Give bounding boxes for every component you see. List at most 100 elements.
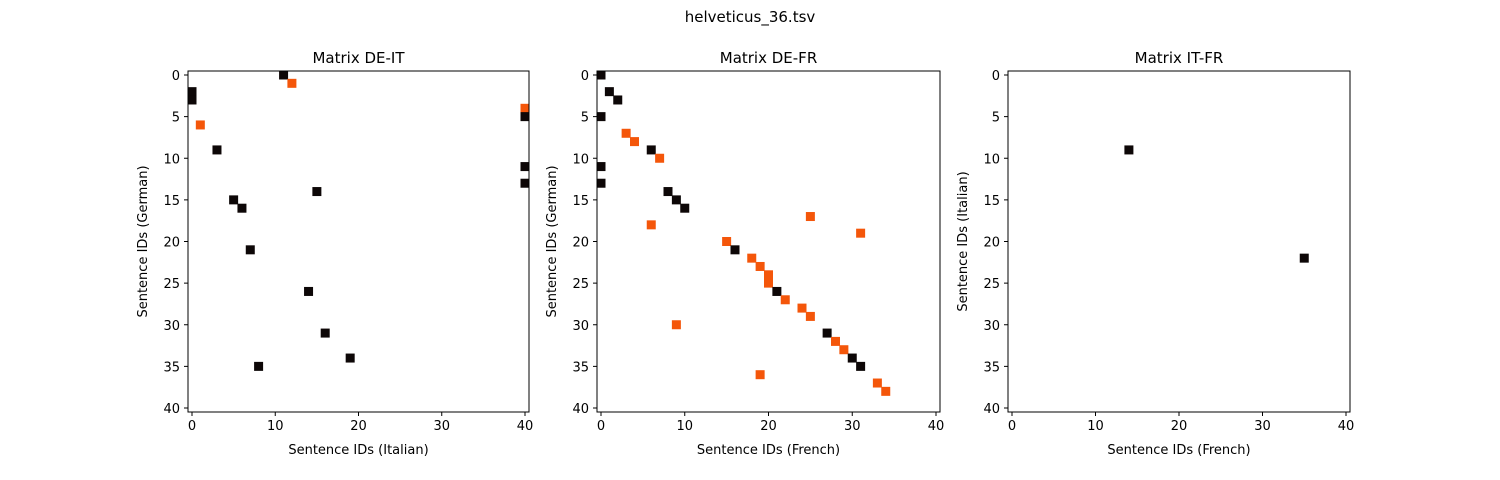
x-tick-label: 40 <box>517 419 534 434</box>
y-tick-label: 15 <box>983 194 1000 209</box>
plot-frame <box>596 70 941 413</box>
x-tick-label: 0 <box>1008 419 1016 434</box>
y-tick-label: 25 <box>983 277 1000 292</box>
x-tick-label: 20 <box>350 419 367 434</box>
data-point-orange <box>287 78 297 88</box>
data-point-black <box>596 70 606 80</box>
y-tick-label: 40 <box>163 402 180 417</box>
x-tick-label: 30 <box>1254 419 1271 434</box>
panel-title: Matrix DE-FR <box>720 49 818 67</box>
data-point-black <box>229 195 239 205</box>
y-tick-label: 35 <box>163 360 180 375</box>
data-point-black <box>604 87 614 97</box>
data-point-orange <box>856 228 866 238</box>
data-point-orange <box>621 128 631 138</box>
data-point-black <box>822 328 832 338</box>
x-tick-label: 0 <box>188 419 196 434</box>
data-point-orange <box>655 153 665 163</box>
data-point-black <box>613 95 623 105</box>
data-point-black <box>596 178 606 188</box>
data-point-black <box>187 87 197 97</box>
data-point-orange <box>755 370 765 380</box>
data-point-orange <box>722 237 732 246</box>
y-tick-label: 25 <box>163 277 180 292</box>
x-tick-label: 40 <box>1338 419 1355 434</box>
y-tick-label: 5 <box>581 111 589 126</box>
y-tick-label: 10 <box>572 152 589 167</box>
y-tick-label: 0 <box>992 69 1000 84</box>
plot-frame <box>187 70 530 413</box>
data-point-orange <box>646 220 656 230</box>
y-tick-label: 5 <box>172 111 180 126</box>
data-point-black <box>772 286 782 296</box>
data-point-orange <box>671 320 681 330</box>
data-point-black <box>245 245 255 255</box>
panel-1: Matrix DE-IT 0 10 20 30 40 0 5 10 15 20 25 30 35 40 Sen… <box>136 49 533 458</box>
y-tick-label: 15 <box>163 194 180 209</box>
data-point-black <box>254 361 264 371</box>
data-point-black <box>279 70 289 80</box>
y-tick-label: 30 <box>163 319 180 334</box>
y-tick-label: 15 <box>572 194 589 209</box>
data-point-orange <box>797 303 807 313</box>
data-point-black <box>847 353 857 363</box>
y-axis-label: Sentence IDs (German) <box>136 165 151 317</box>
x-tick-label: 40 <box>928 419 945 434</box>
y-tick-label: 0 <box>581 69 589 84</box>
x-tick-label: 30 <box>433 419 450 434</box>
data-point-orange <box>839 345 849 355</box>
data-point-orange <box>630 137 639 147</box>
data-point-black <box>646 145 656 155</box>
x-tick-label: 20 <box>1171 419 1188 434</box>
data-point-orange <box>872 378 882 388</box>
data-point-black <box>320 328 330 338</box>
y-tick-label: 0 <box>172 69 180 84</box>
y-tick-label: 20 <box>572 236 589 251</box>
x-tick-label: 10 <box>676 419 693 434</box>
data-point-black <box>1299 253 1309 263</box>
y-tick-label: 25 <box>572 277 589 292</box>
data-point-orange <box>755 261 765 271</box>
data-point-orange <box>805 212 815 222</box>
data-point-orange <box>520 103 530 113</box>
data-point-orange <box>805 311 815 321</box>
data-point-black <box>520 178 530 188</box>
data-point-black <box>596 162 606 172</box>
y-tick-label: 35 <box>983 360 1000 375</box>
data-point-black <box>237 203 247 213</box>
data-point-black <box>596 112 606 122</box>
y-tick-label: 30 <box>572 319 589 334</box>
data-point-orange <box>764 270 773 280</box>
plot-frame <box>1007 70 1351 413</box>
panel-title: Matrix IT-FR <box>1135 49 1224 67</box>
data-point-black <box>671 195 681 205</box>
y-tick-label: 20 <box>163 236 180 251</box>
panel-3: Matrix IT-FR 0 10 20 30 40 0 5 10 15 20 25 30 35 40 Sen… <box>956 49 1354 458</box>
x-tick-label: 0 <box>597 419 605 434</box>
x-tick-label: 20 <box>760 419 777 434</box>
panel-title: Matrix DE-IT <box>312 49 405 67</box>
x-axis-label: Sentence IDs (Italian) <box>288 443 428 458</box>
data-point-orange <box>764 278 773 288</box>
data-point-orange <box>747 253 757 263</box>
data-point-orange <box>780 295 790 305</box>
data-point-black <box>1124 145 1134 155</box>
x-axis-label: Sentence IDs (French) <box>1107 443 1250 458</box>
data-point-black <box>187 95 197 105</box>
data-point-black <box>663 187 673 197</box>
y-tick-label: 30 <box>983 319 1000 334</box>
data-point-black <box>520 112 530 122</box>
data-point-black <box>304 286 314 296</box>
data-point-orange <box>831 336 840 346</box>
y-tick-label: 35 <box>572 360 589 375</box>
data-point-black <box>730 245 740 255</box>
y-axis-label: Sentence IDs (German) <box>545 165 560 317</box>
x-axis-label: Sentence IDs (French) <box>697 443 840 458</box>
y-axis-label: Sentence IDs (Italian) <box>956 171 971 311</box>
y-tick-label: 10 <box>163 152 180 167</box>
figure-title: helveticus_36.tsv <box>685 8 816 27</box>
data-point-black <box>680 203 690 213</box>
data-point-black <box>520 162 530 172</box>
